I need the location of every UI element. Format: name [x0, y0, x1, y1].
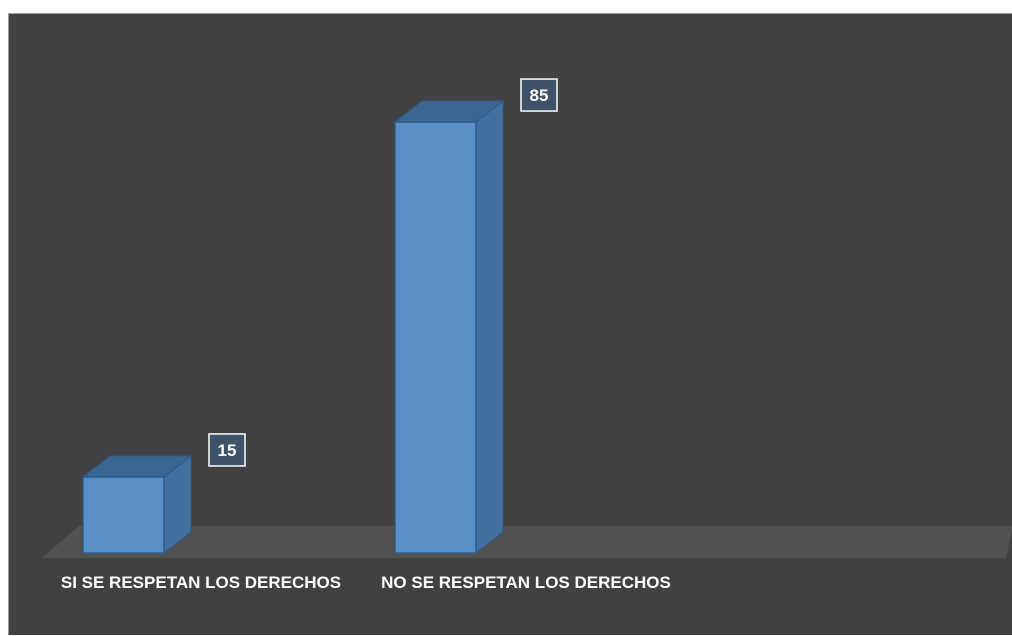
- data-label-1-box: [520, 78, 558, 112]
- data-label-0: 15: [208, 433, 246, 467]
- bar-0-front: [82, 476, 165, 554]
- bar-1-front: [394, 121, 477, 554]
- chart-floor: [42, 526, 1012, 558]
- chart-area: 15 85 SI SE RESPETAN LOS DERECHOS NO SE R…: [8, 13, 1012, 635]
- bar-1: [393, 100, 505, 555]
- data-label-1-text: 85: [530, 86, 549, 105]
- bar-1-side: [475, 100, 504, 555]
- data-label-1: 85: [520, 78, 558, 112]
- data-label-0-text: 15: [218, 441, 237, 460]
- data-label-0-box: [208, 433, 246, 467]
- bars-group: [81, 100, 505, 555]
- bar-0: [81, 454, 193, 555]
- category-label-si-se-respetan: SI SE RESPETAN LOS DERECHOS: [60, 573, 342, 592]
- category-label-no-se-respetan: NO SE RESPETAN LOS DERECHOS: [381, 573, 671, 592]
